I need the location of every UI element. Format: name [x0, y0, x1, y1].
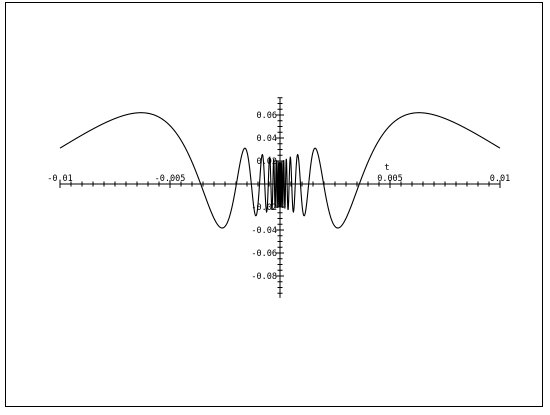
y-tick-label: -0.06 [251, 249, 277, 259]
y-tick-label: 0.02 [257, 157, 277, 167]
x-tick-label: 0.01 [490, 174, 510, 184]
plot-frame [5, 2, 543, 407]
x-axis-title: t [384, 163, 389, 173]
y-tick-label: -0.08 [251, 272, 277, 282]
y-tick-label: 0.06 [257, 111, 277, 121]
x-tick-label: -0.01 [47, 174, 73, 184]
y-tick-label: -0.04 [251, 226, 277, 236]
axes-layer: -0.01 -0.005 0.005 0.01 0.06 0.04 0.02 -0.02 -0.… [47, 97, 510, 298]
x-tick-label: -0.005 [155, 174, 186, 184]
x-tick-label: 0.005 [377, 174, 403, 184]
y-tick-label: 0.04 [257, 134, 277, 144]
y-tick-label: -0.02 [251, 203, 277, 213]
